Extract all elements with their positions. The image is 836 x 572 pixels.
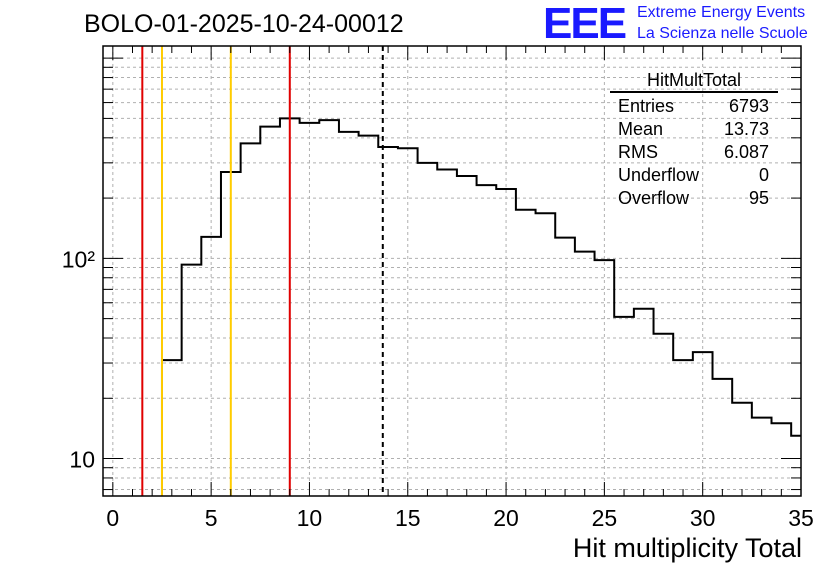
logo-line-1: Extreme Energy Events — [637, 4, 806, 21]
stats-label: Mean — [618, 119, 664, 139]
y-tick-label: 10² — [62, 246, 96, 272]
stats-label: Entries — [618, 96, 675, 116]
plot-frame — [102, 45, 802, 497]
stats-value: 95 — [748, 188, 769, 208]
histogram-series — [160, 117, 801, 496]
stats-label: RMS — [618, 142, 658, 162]
x-tick-label: 0 — [106, 505, 119, 531]
plot-title: BOLO-01-2025-10-24-00012 — [84, 10, 404, 38]
stats-value: 6793 — [728, 96, 769, 116]
x-tick-label: 20 — [493, 505, 519, 531]
stats-value: 6.087 — [723, 142, 769, 162]
stats-value: 13.73 — [723, 119, 769, 139]
stats-row-entries: Entries 6793 — [610, 95, 778, 118]
x-tick-label: 5 — [205, 505, 218, 531]
x-tick-label: 30 — [690, 505, 716, 531]
x-tick-label: 35 — [788, 505, 814, 531]
stats-row-overflow: Overflow 95 — [610, 187, 778, 210]
x-tick-label: 25 — [592, 505, 618, 531]
stats-row-mean: Mean 13.73 — [610, 118, 778, 141]
eee-logo: EEE — [543, 0, 627, 48]
x-tick-label: 10 — [297, 505, 323, 531]
x-axis-label: Hit multiplicity Total — [572, 533, 802, 563]
stats-title: HitMultTotal — [610, 70, 778, 93]
y-tick-label: 10 — [69, 447, 95, 473]
stats-row-underflow: Underflow 0 — [610, 164, 778, 187]
stats-value: 0 — [758, 165, 769, 185]
x-tick-label: 15 — [395, 505, 421, 531]
stats-label: Overflow — [618, 188, 690, 208]
stats-box: HitMultTotal Entries 6793 Mean 13.73 RMS 6.… — [610, 70, 778, 210]
logo-line-2: La Scienza nelle Scuole — [637, 25, 808, 42]
stats-row-rms: RMS 6.087 — [610, 141, 778, 164]
stats-label: Underflow — [618, 165, 700, 185]
